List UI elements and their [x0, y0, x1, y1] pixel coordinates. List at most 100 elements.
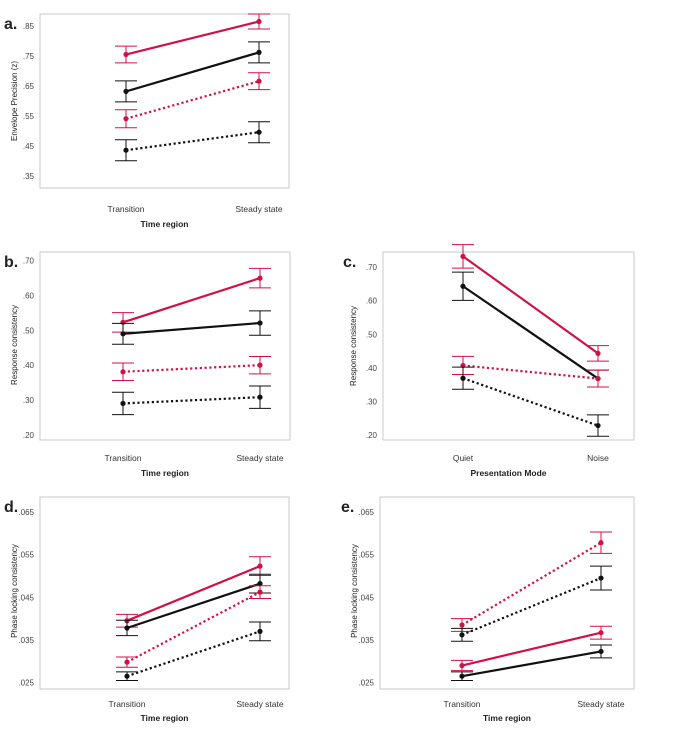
y-tick-label: .035	[358, 636, 374, 645]
data-point	[256, 129, 262, 135]
data-point	[124, 659, 130, 665]
y-tick-label: .30	[366, 397, 378, 406]
y-tick-label: .60	[366, 297, 378, 306]
series-line	[125, 20, 260, 56]
plot-frame	[382, 251, 635, 441]
series-line	[461, 631, 602, 667]
data-point	[256, 18, 262, 25]
y-tick-label: .045	[18, 593, 34, 602]
y-tick-label: .75	[23, 52, 35, 61]
data-point	[598, 648, 604, 655]
series-red-dotted	[112, 355, 271, 381]
y-tick-label: .50	[366, 330, 378, 339]
plot-frame	[379, 496, 635, 690]
data-point	[257, 394, 263, 400]
series-red-dotted	[452, 355, 609, 388]
series-black-dotted	[452, 366, 609, 437]
x-tick-label: Transition	[108, 699, 145, 709]
series-black-dotted	[451, 565, 612, 642]
series-red-solid	[451, 625, 612, 672]
data-point	[120, 369, 126, 375]
data-point	[123, 88, 129, 94]
data-point	[257, 581, 263, 587]
panel-label: a.	[4, 16, 17, 33]
data-point	[257, 275, 263, 281]
series-red-solid	[112, 267, 271, 333]
chart-panel-b: b. .20 .30 .40 .50 .60 .70 Transition Steady sta…	[4, 251, 291, 478]
data-point	[123, 116, 129, 122]
chart-panel-d: d. .025 .035 .045 .055 .065 Transition Steady s…	[4, 496, 290, 723]
data-point	[459, 622, 465, 628]
series-line	[122, 364, 261, 373]
x-tick-label: Steady state	[235, 204, 283, 214]
series-red-dotted	[116, 585, 271, 668]
data-point	[598, 630, 604, 636]
data-point	[257, 320, 263, 326]
y-tick-label: .35	[23, 172, 35, 181]
series-line	[126, 565, 261, 622]
chart-panel-e: e. .025 .035 .045 .055 .065 Transition Steady s…	[341, 496, 635, 723]
data-point	[257, 362, 263, 368]
chart-panel-a: a. .35 .45 .55 .65 .75 .85 Transition Steady sta…	[4, 13, 290, 229]
x-tick-label: Steady state	[577, 699, 625, 709]
data-point	[459, 662, 465, 669]
data-point	[595, 422, 601, 429]
series-line	[462, 255, 599, 355]
x-axis-label: Time region	[140, 713, 188, 723]
y-tick-label: .45	[23, 142, 35, 151]
x-axis-label: Time region	[483, 713, 531, 723]
series-black-dotted	[115, 121, 270, 162]
data-point	[257, 589, 263, 595]
data-point	[256, 78, 262, 84]
data-point	[256, 49, 262, 56]
y-axis-label: Response consistency	[349, 306, 358, 386]
series-line	[461, 577, 602, 636]
series-line	[462, 377, 599, 427]
series-black-dotted	[116, 621, 271, 681]
chart-panel-c: c. .20 .30 .40 .50 .60 .70 Quiet Noise Presentati…	[343, 244, 635, 478]
data-point	[598, 575, 604, 581]
x-axis-label: Time region	[141, 468, 189, 478]
data-point	[460, 375, 466, 381]
data-point	[459, 632, 465, 638]
series-red-dotted	[451, 531, 612, 632]
x-tick-label: Noise	[587, 453, 609, 463]
data-point	[120, 400, 126, 407]
x-axis-label: Presentation Mode	[470, 468, 546, 478]
x-tick-label: Quiet	[453, 453, 474, 463]
y-tick-label: .70	[366, 263, 378, 272]
y-tick-label: .55	[23, 112, 35, 121]
data-point	[257, 628, 263, 635]
series-line	[462, 285, 599, 380]
series-red-dotted	[115, 72, 270, 129]
plot-frame	[39, 13, 290, 189]
y-tick-label: .85	[23, 22, 35, 31]
data-point	[460, 253, 466, 259]
y-tick-label: .40	[366, 364, 378, 373]
y-tick-label: .60	[23, 292, 35, 301]
series-line	[461, 541, 602, 626]
y-tick-label: .055	[358, 551, 374, 560]
series-line	[125, 131, 260, 152]
series-line	[125, 51, 260, 93]
data-point	[124, 625, 130, 631]
plot-frame	[39, 251, 291, 441]
y-tick-label: .40	[23, 361, 35, 370]
y-tick-label: .045	[358, 593, 374, 602]
y-axis-label: Phase locking consistency	[10, 544, 19, 638]
y-tick-label: .055	[18, 551, 34, 560]
x-tick-label: Transition	[104, 453, 141, 463]
y-tick-label: .65	[23, 82, 35, 91]
series-line	[461, 650, 602, 678]
series-black-solid	[451, 644, 612, 681]
data-point	[595, 375, 601, 382]
plot-frame	[39, 496, 290, 690]
panel-label: e.	[341, 499, 354, 516]
y-axis-label: Response consistency	[10, 305, 19, 385]
series-line	[462, 364, 599, 380]
series-red-solid	[115, 13, 270, 64]
data-point	[460, 283, 466, 289]
series-line	[122, 277, 261, 324]
y-axis-label: Envelope Precision (z)	[10, 61, 19, 141]
